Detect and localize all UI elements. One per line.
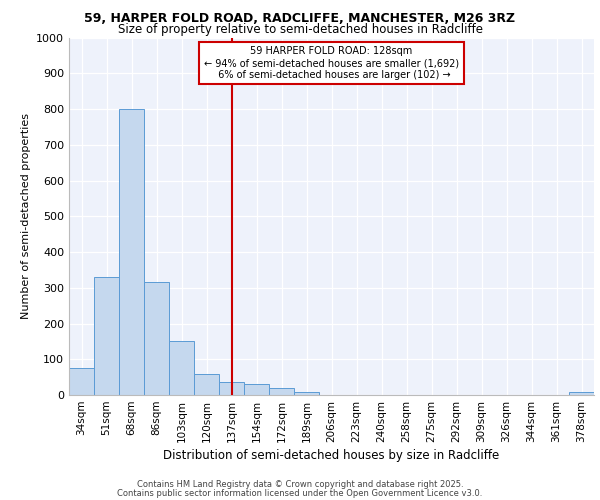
Text: 59, HARPER FOLD ROAD, RADCLIFFE, MANCHESTER, M26 3RZ: 59, HARPER FOLD ROAD, RADCLIFFE, MANCHES… xyxy=(85,12,515,26)
Bar xyxy=(294,392,319,395)
Text: Contains public sector information licensed under the Open Government Licence v3: Contains public sector information licen… xyxy=(118,488,482,498)
Bar xyxy=(194,374,219,395)
Bar xyxy=(69,368,94,395)
Text: Size of property relative to semi-detached houses in Radcliffe: Size of property relative to semi-detach… xyxy=(118,22,482,36)
Bar xyxy=(569,392,594,395)
X-axis label: Distribution of semi-detached houses by size in Radcliffe: Distribution of semi-detached houses by … xyxy=(163,449,500,462)
Bar xyxy=(144,282,169,395)
Bar xyxy=(269,388,294,395)
Text: Contains HM Land Registry data © Crown copyright and database right 2025.: Contains HM Land Registry data © Crown c… xyxy=(137,480,463,489)
Bar xyxy=(119,109,144,395)
Text: 59 HARPER FOLD ROAD: 128sqm
← 94% of semi-detached houses are smaller (1,692)
  : 59 HARPER FOLD ROAD: 128sqm ← 94% of sem… xyxy=(204,46,459,80)
Bar xyxy=(94,277,119,395)
Y-axis label: Number of semi-detached properties: Number of semi-detached properties xyxy=(20,114,31,320)
Bar xyxy=(244,384,269,395)
Bar xyxy=(169,342,194,395)
Bar xyxy=(219,382,244,395)
